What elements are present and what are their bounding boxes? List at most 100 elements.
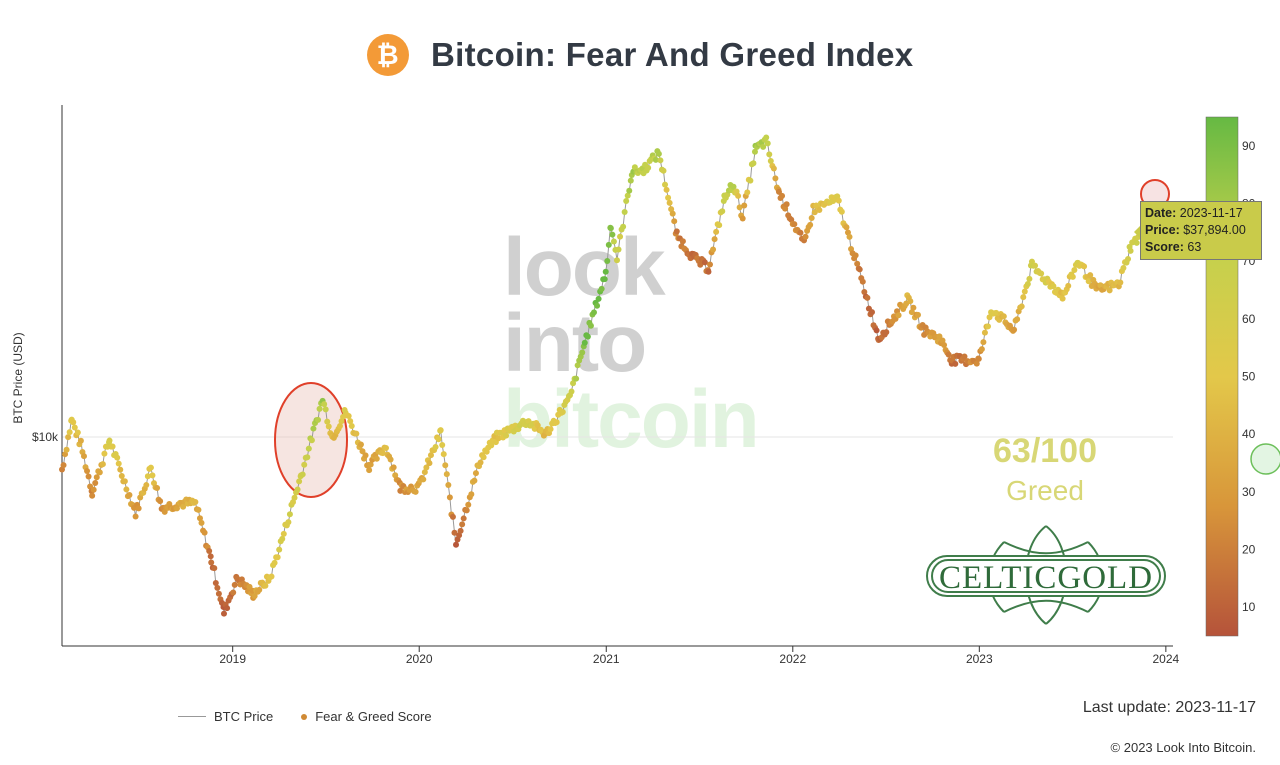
fear-greed-point bbox=[802, 233, 809, 240]
fear-greed-point bbox=[763, 134, 770, 141]
fear-greed-point bbox=[610, 238, 617, 245]
tooltip-date-label: Date: bbox=[1145, 206, 1177, 220]
fear-greed-point bbox=[1011, 326, 1018, 333]
fear-greed-point bbox=[895, 312, 902, 319]
fear-greed-point bbox=[345, 413, 352, 420]
fear-greed-point bbox=[503, 432, 510, 439]
fear-greed-point bbox=[547, 426, 554, 433]
fear-greed-point bbox=[701, 259, 708, 266]
fear-greed-point bbox=[1020, 294, 1027, 301]
fear-greed-point bbox=[325, 423, 332, 430]
fear-greed-point bbox=[439, 442, 446, 449]
fear-greed-point bbox=[206, 548, 213, 555]
fear-greed-point bbox=[285, 519, 292, 526]
current-score: 63/100 bbox=[993, 432, 1097, 470]
fear-greed-point bbox=[1069, 273, 1076, 280]
fear-greed-point bbox=[980, 339, 987, 346]
fear-greed-point bbox=[730, 183, 737, 190]
watermark-line: bitcoin bbox=[503, 374, 760, 465]
legend-item-score[interactable]: Fear & Greed Score bbox=[315, 709, 432, 724]
legend-dot-icon bbox=[301, 713, 308, 720]
fear-greed-point bbox=[123, 486, 130, 493]
colorbar-tick-label: 60 bbox=[1242, 312, 1256, 326]
fear-greed-point bbox=[1059, 295, 1066, 302]
legend-item-price[interactable]: BTC Price bbox=[214, 709, 274, 724]
fear-greed-point bbox=[132, 513, 139, 520]
copyright: © 2023 Look Into Bitcoin. bbox=[1110, 740, 1256, 755]
fear-greed-point bbox=[783, 201, 790, 208]
fear-greed-point bbox=[63, 446, 70, 453]
fear-greed-point bbox=[711, 236, 718, 243]
fear-greed-point bbox=[1026, 275, 1033, 282]
fear-greed-point bbox=[861, 289, 868, 296]
tooltip-date: 2023-11-17 bbox=[1179, 206, 1243, 220]
fear-greed-point bbox=[559, 408, 566, 415]
fear-greed-point bbox=[77, 437, 84, 444]
scroll-handle[interactable] bbox=[1250, 443, 1280, 475]
fear-greed-point bbox=[114, 454, 121, 461]
fear-greed-point bbox=[92, 479, 99, 486]
fear-greed-point bbox=[212, 579, 219, 586]
fear-greed-point bbox=[1021, 288, 1028, 295]
fear-greed-point bbox=[663, 186, 670, 193]
fear-greed-point bbox=[89, 492, 96, 499]
fear-greed-point bbox=[669, 210, 676, 217]
fear-greed-point bbox=[198, 519, 205, 526]
fear-greed-point bbox=[451, 529, 458, 536]
fear-greed-point bbox=[304, 454, 311, 461]
fear-greed-point bbox=[379, 450, 386, 457]
fear-greed-point bbox=[665, 194, 672, 201]
tooltip: Date: 2023-11-17 Price: $37,894.00 Score… bbox=[1134, 201, 1262, 260]
fear-greed-point bbox=[852, 252, 859, 259]
fear-greed-point bbox=[180, 503, 187, 510]
fear-greed-point bbox=[750, 160, 757, 167]
fear-greed-point bbox=[471, 477, 478, 484]
fear-greed-point bbox=[322, 406, 329, 413]
fear-greed-point bbox=[74, 429, 81, 436]
fear-greed-point bbox=[668, 206, 675, 213]
fear-greed-point bbox=[1085, 278, 1092, 285]
fear-greed-point bbox=[843, 224, 850, 231]
fear-greed-point bbox=[579, 349, 586, 356]
fear-greed-point bbox=[697, 261, 704, 268]
fear-greed-point bbox=[883, 329, 890, 336]
fear-greed-point bbox=[321, 401, 328, 408]
fear-greed-point bbox=[1081, 263, 1088, 270]
fear-greed-point bbox=[70, 419, 77, 426]
fear-greed-point bbox=[766, 151, 773, 158]
fear-greed-point bbox=[65, 434, 72, 441]
colorbar-tick-label: 30 bbox=[1242, 485, 1256, 499]
fear-greed-point bbox=[652, 156, 659, 163]
fear-greed-point bbox=[590, 309, 597, 316]
fear-greed-point bbox=[705, 268, 712, 275]
fear-greed-point bbox=[645, 164, 652, 171]
fear-greed-point bbox=[427, 452, 434, 459]
fear-greed-point bbox=[437, 427, 444, 434]
fear-greed-point bbox=[626, 187, 633, 194]
chart-header: ₿ Bitcoin: Fear And Greed Index bbox=[0, 34, 1280, 76]
colorbar-tick-label: 90 bbox=[1242, 139, 1256, 153]
fear-greed-point bbox=[468, 491, 475, 498]
fear-greed-point bbox=[80, 453, 87, 460]
fear-greed-point bbox=[1065, 282, 1072, 289]
fear-greed-point bbox=[337, 423, 344, 430]
fear-greed-point bbox=[412, 488, 419, 495]
fear-greed-point bbox=[262, 582, 269, 589]
fear-greed-point bbox=[106, 437, 113, 444]
fear-greed-point bbox=[1133, 239, 1140, 246]
fear-greed-point bbox=[84, 467, 91, 474]
fear-greed-point bbox=[143, 482, 150, 489]
fear-greed-point bbox=[1024, 281, 1031, 288]
fear-greed-point bbox=[553, 419, 560, 426]
fear-greed-point bbox=[382, 444, 389, 451]
fear-greed-point bbox=[353, 430, 360, 437]
fear-greed-point bbox=[294, 486, 301, 493]
tooltip-price-label: Price: bbox=[1145, 223, 1180, 237]
fear-greed-point bbox=[846, 233, 853, 240]
fear-greed-point bbox=[736, 204, 743, 211]
fear-greed-point bbox=[791, 221, 798, 228]
fear-greed-point bbox=[192, 498, 199, 505]
fear-greed-point bbox=[251, 593, 258, 600]
fear-greed-point bbox=[397, 487, 404, 494]
fear-greed-point bbox=[735, 192, 742, 199]
